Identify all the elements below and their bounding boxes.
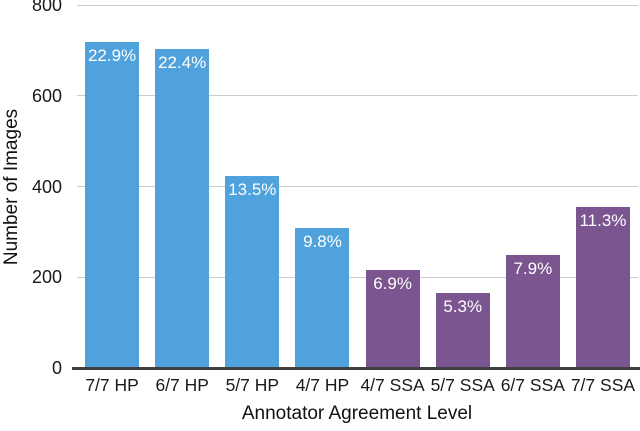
x-tick-label: 4/7 HP	[295, 375, 350, 395]
gridline	[77, 4, 638, 6]
bar-value-label: 7.9%	[513, 259, 553, 279]
y-tick-label: 600	[31, 85, 62, 106]
gridline	[77, 186, 638, 187]
bar: 9.8%	[295, 228, 350, 368]
bar: 5.3%	[435, 292, 490, 368]
bar: 22.9%	[85, 41, 140, 368]
x-tick-label: 5/7 SSA	[430, 375, 495, 395]
bar: 6.9%	[365, 269, 420, 368]
x-tick-label: 6/7 HP	[155, 375, 209, 395]
bar: 22.4%	[155, 49, 210, 368]
x-tick-label: 5/7 HP	[225, 375, 280, 395]
bar: 13.5%	[225, 175, 280, 368]
bar-value-label: 5.3%	[443, 296, 483, 316]
bar-value-label: 11.3%	[579, 210, 627, 230]
bar-value-label: 13.5%	[228, 179, 277, 199]
gridline	[77, 276, 638, 278]
x-axis-title: Annotator Agreement Level	[241, 403, 473, 424]
bar: 7.9%	[505, 255, 560, 368]
gridline	[77, 95, 638, 97]
bar-value-label: 22.9%	[87, 45, 137, 65]
bar-value-label: 6.9%	[373, 273, 412, 293]
y-tick-label: 0	[51, 358, 62, 378]
x-axis-baseline	[72, 367, 640, 370]
plot-area: 22.9% 22.4% 13.5% 9.8% 6.9% 5.3% 7.9% 11.3%	[77, 4, 638, 368]
x-tick-label: 6/7 SSA	[500, 375, 565, 395]
y-tick-label: 800	[31, 0, 62, 15]
x-tick-label: 7/7 SSA	[570, 375, 636, 395]
x-tick-label: 4/7 SSA	[360, 375, 425, 395]
bar-value-label: 22.4%	[158, 53, 207, 73]
bar: 11.3%	[575, 206, 630, 368]
y-tick-label: 200	[31, 267, 62, 288]
y-tick-label: 400	[31, 176, 62, 197]
x-tick-label: 7/7 HP	[85, 375, 139, 395]
bar-value-label: 9.8%	[303, 232, 342, 252]
